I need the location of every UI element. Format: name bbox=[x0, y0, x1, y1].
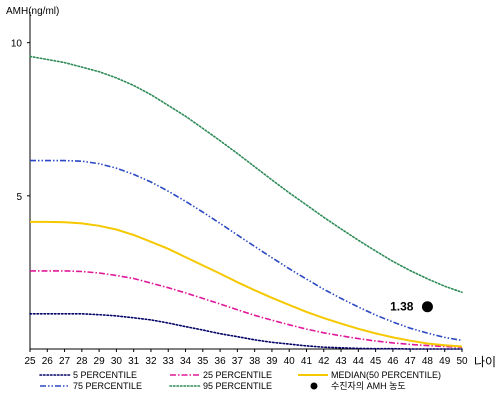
x-tick-label: 26 bbox=[42, 356, 54, 367]
x-tick-label: 28 bbox=[76, 356, 88, 367]
y-tick-label: 5 bbox=[16, 192, 22, 203]
x-tick-label: 45 bbox=[370, 356, 382, 367]
x-tick-label: 43 bbox=[335, 356, 347, 367]
x-tick-label: 32 bbox=[145, 356, 157, 367]
x-axis-label: 나이 bbox=[474, 355, 496, 369]
legend-label-1: 25 PERCENTILE bbox=[203, 370, 272, 380]
x-tick-label: 46 bbox=[387, 356, 399, 367]
series-layer bbox=[29, 55, 463, 350]
series-line-2 bbox=[30, 220, 463, 348]
legend: 5 PERCENTILE 25 PERCENTILE MEDIAN(50 PERCE… bbox=[39, 370, 441, 391]
x-tick-label: 50 bbox=[456, 356, 468, 367]
x-tick-label: 33 bbox=[163, 356, 175, 367]
y-axis-label: AMH(ng/ml) bbox=[6, 6, 59, 17]
x-tick-label: 29 bbox=[94, 356, 106, 367]
x-tick-label: 37 bbox=[232, 356, 244, 367]
x-tick-label: 48 bbox=[422, 356, 434, 367]
legend-label-2: MEDIAN(50 PERCENTILE) bbox=[331, 370, 441, 380]
x-tick-label: 47 bbox=[405, 356, 417, 367]
legend-label-4: 95 PERCENTILE bbox=[203, 381, 272, 391]
x-tick-label: 30 bbox=[111, 356, 123, 367]
x-tick-label: 25 bbox=[24, 356, 36, 367]
x-tick-label: 31 bbox=[128, 356, 140, 367]
x-tick-label: 49 bbox=[439, 356, 451, 367]
y-tick-label: 10 bbox=[11, 39, 23, 50]
marker-layer: 1.38 bbox=[390, 300, 433, 314]
chart-axes: 25 26 27 28 29 30 31 32 33 34 35 36 37 38 39 40 41 42 43 44… bbox=[11, 12, 468, 367]
patient-amh-value-label: 1.38 bbox=[390, 300, 414, 314]
x-tick-label: 41 bbox=[301, 356, 313, 367]
x-tick-label: 42 bbox=[318, 356, 330, 367]
series-line-0 bbox=[29, 312, 463, 350]
series-line-1 bbox=[30, 270, 463, 348]
legend-label-3: 75 PERCENTILE bbox=[73, 381, 142, 391]
legend-label-marker: 수진자의 AMH 농도 bbox=[331, 381, 406, 391]
x-tick-label: 38 bbox=[249, 356, 261, 367]
series-line-3 bbox=[30, 159, 463, 342]
x-tick-label: 44 bbox=[353, 356, 365, 367]
x-tick-label: 35 bbox=[197, 356, 209, 367]
series-line-4 bbox=[29, 55, 463, 294]
x-tick-label: 34 bbox=[180, 356, 192, 367]
x-tick-label: 40 bbox=[284, 356, 296, 367]
x-tick-label: 27 bbox=[59, 356, 71, 367]
legend-label-0: 5 PERCENTILE bbox=[73, 370, 137, 380]
legend-swatch-marker bbox=[310, 382, 318, 390]
x-tick-label: 36 bbox=[215, 356, 227, 367]
patient-amh-point bbox=[421, 301, 433, 313]
x-tick-label: 39 bbox=[266, 356, 278, 367]
